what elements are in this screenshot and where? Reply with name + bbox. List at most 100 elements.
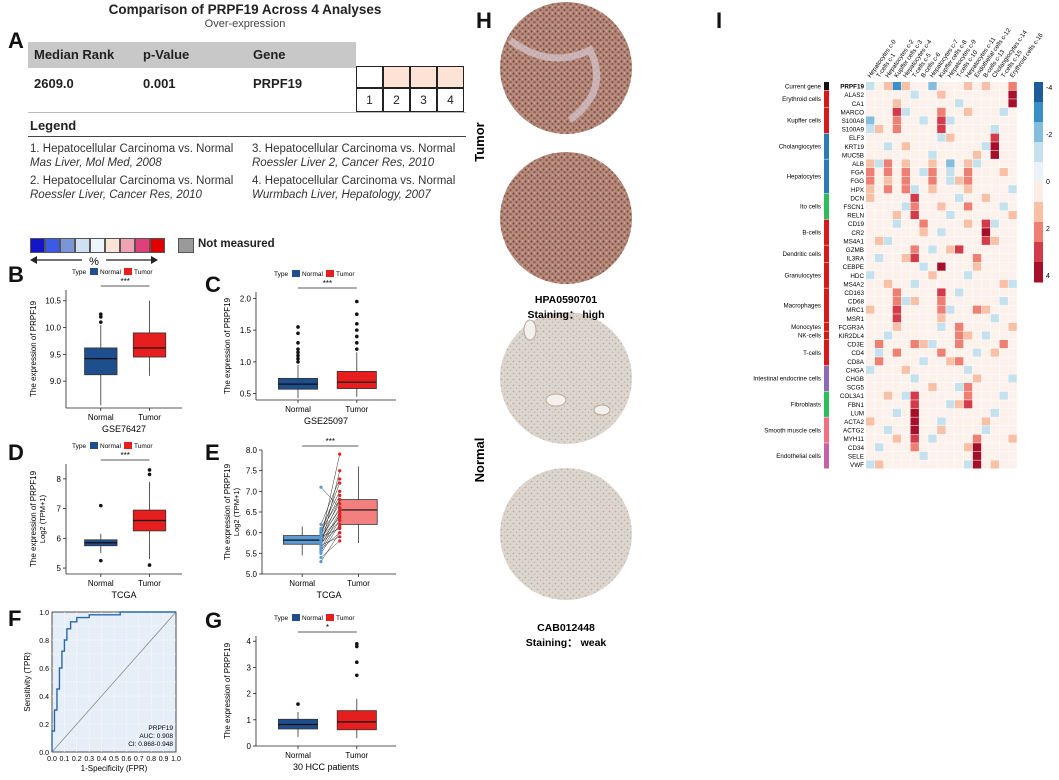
heatmap-cell xyxy=(955,297,964,306)
heatmap-cell xyxy=(990,99,999,108)
heatmap-cell xyxy=(919,400,928,409)
heatmap-cell xyxy=(972,451,982,460)
x-tick-label: 0.6 xyxy=(122,756,132,763)
heatmap-cell xyxy=(963,82,973,91)
outlier-point xyxy=(99,558,103,563)
y-tick-label: 7 xyxy=(57,505,62,514)
scale-swatch xyxy=(135,238,150,253)
heatmap-cell xyxy=(919,236,928,245)
heatmap-cell xyxy=(919,408,928,417)
legend-normal-swatch xyxy=(292,614,300,621)
gene-label: MARCO xyxy=(841,109,865,116)
heatmap-cell xyxy=(946,305,955,314)
heatmap-cell xyxy=(955,185,964,194)
heatmap-cell xyxy=(874,133,884,142)
heatmap-cell xyxy=(963,236,973,245)
heatmap-cell xyxy=(883,245,893,254)
heatmap-cell xyxy=(990,426,999,435)
x-tick-label: 1.0 xyxy=(171,756,181,763)
heatmap-cell xyxy=(919,357,928,366)
y-tick-label: 5.5 xyxy=(246,549,258,558)
group-color-band xyxy=(824,331,829,340)
heatmap-cell xyxy=(981,331,991,340)
heatmap-cell xyxy=(999,400,1008,409)
heatmap-cell xyxy=(901,185,910,194)
heatmap-cell xyxy=(866,443,875,452)
heatmap-cell xyxy=(928,305,937,314)
heatmap-cell xyxy=(990,408,999,417)
heatmap-cell xyxy=(883,254,893,263)
heatmap-cell xyxy=(937,374,946,383)
heatmap-cell xyxy=(874,185,884,194)
heatmap-cell xyxy=(874,331,884,340)
heatmap-cell xyxy=(972,443,982,452)
panel-label-d: D xyxy=(8,440,24,465)
heatmap-cell xyxy=(955,288,964,297)
heatmap-cell xyxy=(892,451,902,460)
x-tick-label: Tumor xyxy=(345,405,368,414)
heatmap-cell xyxy=(955,254,964,263)
heatmap-cell xyxy=(955,348,964,357)
legend-normal-label: Normal xyxy=(302,271,324,278)
heatmap-cell xyxy=(892,142,902,151)
heatmap-cell xyxy=(937,460,946,469)
type-legend: Type Normal Tumor xyxy=(274,614,355,622)
heatmap-cell xyxy=(883,434,893,443)
heatmap-cell xyxy=(883,262,893,271)
heatmap-cell xyxy=(866,228,875,237)
colorbar-segment xyxy=(1034,122,1043,143)
heatmap-cell xyxy=(919,133,928,142)
heatmap-cell xyxy=(892,271,902,280)
pair-line xyxy=(320,526,340,544)
panel-h: Tumor Normal HPA0590701 Staining： high C… xyxy=(472,2,632,649)
heatmap-cell xyxy=(874,443,884,452)
x-tick-label: Normal xyxy=(88,579,114,588)
heatmap-cell xyxy=(937,254,946,263)
heatmap-cell xyxy=(972,460,982,469)
heatmap-cell xyxy=(874,202,884,211)
heatmap-cell xyxy=(972,322,982,331)
heatmap-cell xyxy=(866,297,875,306)
heatmap-cell xyxy=(901,408,910,417)
heatmap-cell xyxy=(963,211,973,220)
y-tick-label: 0.5 xyxy=(240,390,252,399)
heatmap-cell xyxy=(928,365,937,374)
group-label: Granulocytes xyxy=(785,273,821,280)
gene-label: CEBPE xyxy=(843,264,864,271)
heatmap-cell xyxy=(955,159,964,168)
y-tick-label: 6.0 xyxy=(246,529,258,538)
heatmap-cell xyxy=(981,90,991,99)
heatmap-cell xyxy=(955,228,964,237)
heatmap-cell xyxy=(919,99,928,108)
x-tick-label: 0.7 xyxy=(134,756,144,763)
heatmap-cell xyxy=(955,219,964,228)
y-tick-label: 0.2 xyxy=(39,722,49,729)
colorbar-tick: -4 xyxy=(1046,85,1052,92)
heatmap-cell xyxy=(946,365,955,374)
pair-line xyxy=(320,499,340,531)
heatmap-cell xyxy=(981,279,991,288)
value-gene: PRPF19 xyxy=(253,76,303,91)
y-tick-label: 10.0 xyxy=(45,324,61,333)
group-color-band xyxy=(824,262,829,288)
heatmap-cell xyxy=(874,236,884,245)
heatmap-cell xyxy=(946,443,955,452)
heatmap-cell xyxy=(892,159,902,168)
heatmap-cell xyxy=(963,202,973,211)
heatmap-cell xyxy=(990,271,999,280)
colorbar-segment xyxy=(1034,82,1043,103)
normal-point xyxy=(319,541,323,545)
tumor-point xyxy=(338,531,342,535)
group-color-band xyxy=(824,288,829,323)
heatmap-cell xyxy=(892,185,902,194)
gene-label: CD19 xyxy=(848,221,865,228)
heatmap-cell xyxy=(946,228,955,237)
heatmap-cell xyxy=(883,150,893,159)
heatmap-cell xyxy=(963,159,973,168)
table-divider xyxy=(28,112,466,113)
heatmap-cell xyxy=(999,236,1008,245)
gene-label: HDC xyxy=(850,273,864,280)
heatmap-cell xyxy=(910,116,919,125)
heatmap-cell xyxy=(892,460,902,469)
heatmap-cell xyxy=(981,228,991,237)
